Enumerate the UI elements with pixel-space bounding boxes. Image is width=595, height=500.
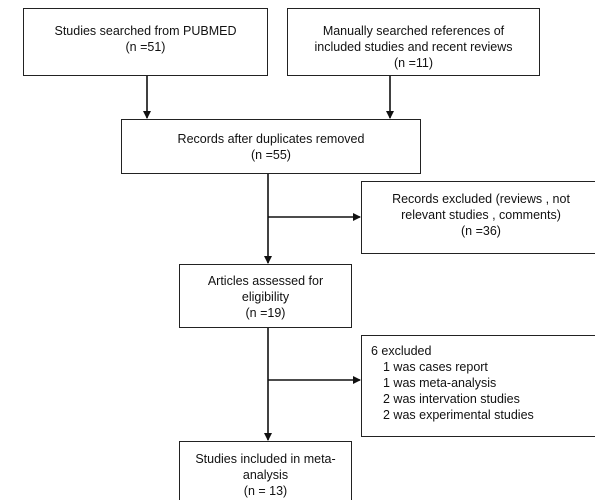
manual-search-box: Manually searched references of included… — [287, 8, 540, 76]
manual-search-label-line1: Manually searched references of — [322, 24, 505, 38]
six-excluded-box: 6 excluded 1 was cases report 1 was meta… — [361, 335, 595, 437]
studies-included-label-line2: analysis — [242, 468, 289, 482]
excluded-reason-item: 1 was cases report — [383, 360, 488, 374]
articles-assessed-label-line1: Articles assessed for — [207, 274, 324, 288]
articles-assessed-box: Articles assessed for eligibility (n =19… — [179, 264, 352, 328]
records-after-duplicates-box: Records after duplicates removed (n =55) — [121, 119, 421, 174]
studies-included-box: Studies included in meta- analysis (n = … — [179, 441, 352, 500]
pubmed-search-count: (n =51) — [125, 40, 166, 54]
manual-search-count: (n =11) — [393, 56, 434, 70]
records-excluded-label-line2: relevant studies , comments) — [401, 208, 561, 222]
records-excluded-count: (n =36) — [461, 224, 501, 238]
records-excluded-box: Records excluded (reviews , not relevant… — [361, 181, 595, 254]
records-after-duplicates-count: (n =55) — [251, 148, 291, 162]
excluded-reason-item: 2 was intervation studies — [383, 392, 520, 406]
excluded-reason-item: 2 was experimental studies — [383, 408, 534, 422]
six-excluded-header: 6 excluded — [371, 344, 432, 358]
articles-assessed-count: (n =19) — [245, 306, 286, 320]
studies-included-label-line1: Studies included in meta- — [195, 452, 336, 466]
studies-included-count: (n = 13) — [243, 484, 288, 498]
excluded-reason-item: 1 was meta-analysis — [383, 376, 497, 390]
manual-search-label-line2: included studies and recent reviews — [314, 40, 513, 54]
records-after-duplicates-label: Records after duplicates removed — [177, 132, 365, 146]
records-excluded-label-line1: Records excluded (reviews , not — [392, 192, 570, 206]
pubmed-search-box: Studies searched from PUBMED (n =51) — [23, 8, 268, 76]
articles-assessed-label-line2: eligibility — [241, 290, 290, 304]
pubmed-search-label: Studies searched from PUBMED — [54, 24, 237, 38]
